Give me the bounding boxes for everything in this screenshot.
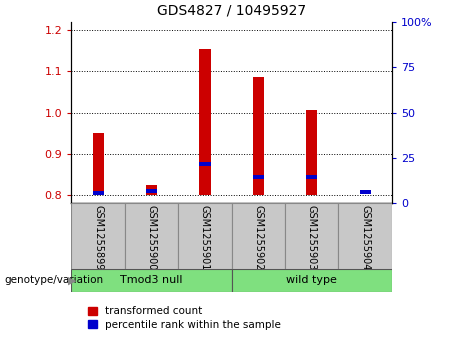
Bar xyxy=(306,110,317,195)
Text: ▶: ▶ xyxy=(68,275,77,285)
Legend: transformed count, percentile rank within the sample: transformed count, percentile rank withi… xyxy=(88,306,281,330)
Text: genotype/variation: genotype/variation xyxy=(5,275,104,285)
Bar xyxy=(253,77,264,195)
Bar xyxy=(199,162,211,166)
Text: GSM1255901: GSM1255901 xyxy=(200,205,210,270)
Bar xyxy=(93,191,104,195)
Bar xyxy=(253,175,264,179)
Bar xyxy=(231,269,392,292)
Bar xyxy=(306,175,317,179)
Bar xyxy=(125,203,178,269)
Text: GSM1255903: GSM1255903 xyxy=(307,205,317,270)
Bar xyxy=(178,203,231,269)
Bar xyxy=(146,189,157,193)
Bar xyxy=(199,49,211,195)
Text: wild type: wild type xyxy=(286,276,337,285)
Bar xyxy=(93,133,104,195)
Bar xyxy=(338,203,392,269)
Bar xyxy=(285,203,338,269)
Text: Tmod3 null: Tmod3 null xyxy=(120,276,183,285)
Text: GSM1255899: GSM1255899 xyxy=(93,205,103,270)
Bar xyxy=(146,185,157,195)
Bar xyxy=(71,269,231,292)
Bar xyxy=(231,203,285,269)
Text: GSM1255904: GSM1255904 xyxy=(360,205,370,270)
Bar xyxy=(71,203,125,269)
Title: GDS4827 / 10495927: GDS4827 / 10495927 xyxy=(157,4,306,18)
Bar xyxy=(360,189,371,194)
Text: GSM1255900: GSM1255900 xyxy=(147,205,157,270)
Text: GSM1255902: GSM1255902 xyxy=(254,205,263,271)
